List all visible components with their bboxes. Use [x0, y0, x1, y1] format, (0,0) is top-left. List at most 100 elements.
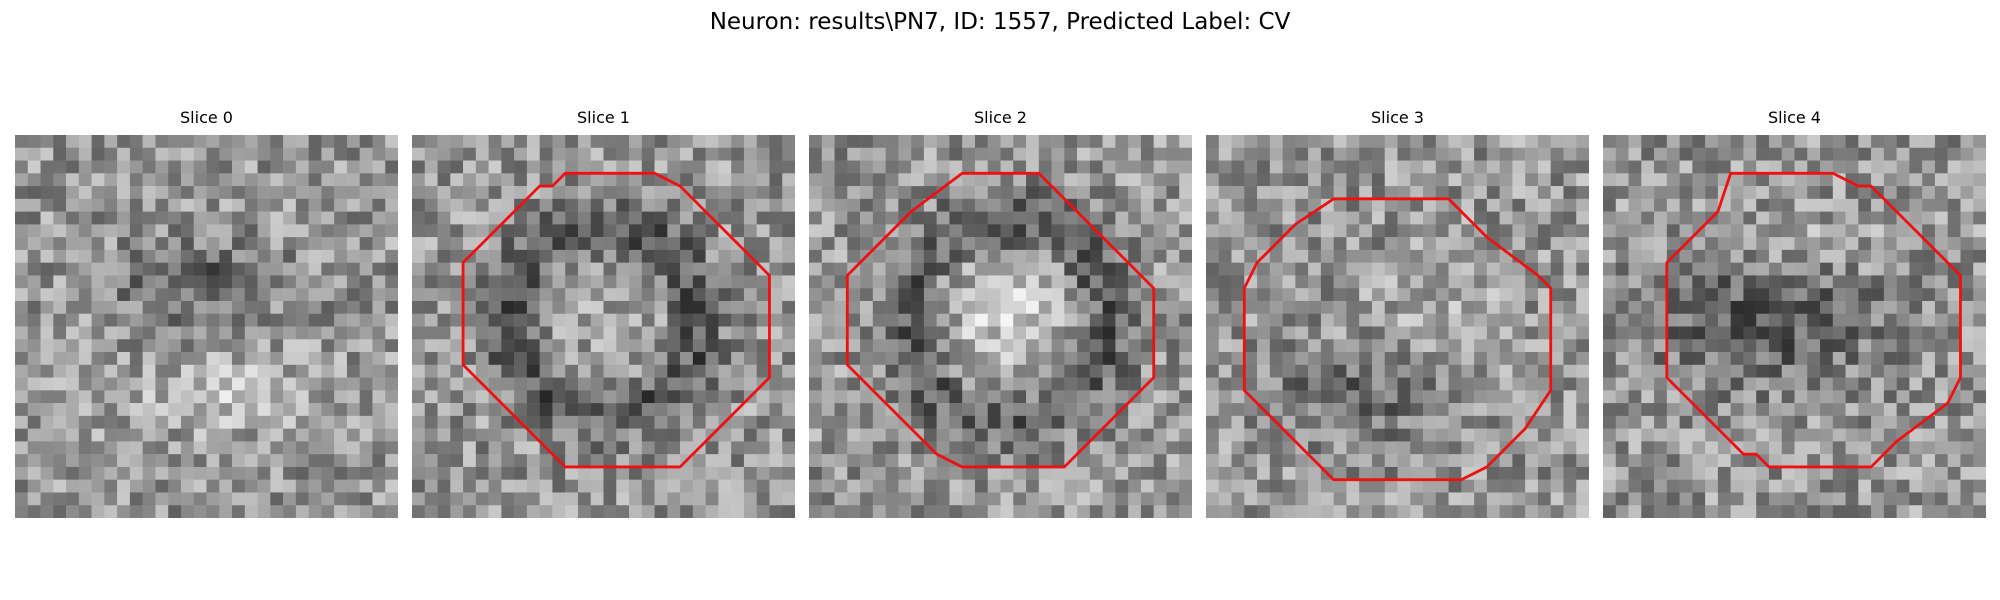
image-pixel — [743, 160, 757, 174]
image-pixel — [1756, 492, 1770, 506]
image-pixel — [731, 160, 745, 174]
image-pixel — [155, 249, 169, 263]
image-pixel — [860, 390, 874, 404]
image-pixel — [1359, 224, 1373, 238]
image-pixel — [1807, 186, 1821, 200]
image-pixel — [1435, 441, 1449, 455]
image-pixel — [475, 249, 489, 263]
image-pixel — [283, 173, 297, 187]
image-pixel — [232, 505, 246, 518]
image-pixel — [424, 505, 438, 518]
image-pixel — [1153, 466, 1167, 480]
image-pixel — [1013, 147, 1027, 161]
image-pixel — [257, 147, 271, 161]
image-pixel — [155, 186, 169, 200]
image-pixel — [1666, 364, 1680, 378]
image-pixel — [334, 237, 348, 251]
image-pixel — [78, 160, 92, 174]
image-pixel — [756, 492, 770, 506]
image-pixel — [1486, 249, 1500, 263]
image-pixel — [437, 173, 451, 187]
image-pixel — [475, 505, 489, 518]
image-pixel — [450, 466, 464, 480]
image-pixel — [514, 135, 528, 149]
image-pixel — [1371, 415, 1385, 429]
image-pixel — [1512, 211, 1526, 225]
image-pixel — [1244, 211, 1258, 225]
image-pixel — [539, 313, 553, 327]
image-pixel — [180, 377, 194, 391]
image-pixel — [1179, 198, 1192, 212]
image-pixel — [1013, 249, 1027, 263]
image-pixel — [949, 479, 963, 493]
image-pixel — [1218, 428, 1232, 442]
image-pixel — [1166, 352, 1180, 366]
image-pixel — [412, 186, 426, 200]
image-pixel — [1371, 262, 1385, 276]
image-pixel — [1333, 147, 1347, 161]
image-pixel — [834, 428, 848, 442]
image-pixel — [1896, 466, 1910, 480]
image-pixel — [232, 313, 246, 327]
image-pixel — [1026, 275, 1040, 289]
image-pixel — [1858, 288, 1872, 302]
image-pixel — [565, 505, 579, 518]
image-pixel — [1295, 249, 1309, 263]
image-pixel — [731, 364, 745, 378]
image-pixel — [1909, 466, 1923, 480]
image-pixel — [1231, 288, 1245, 302]
image-pixel — [1641, 505, 1655, 518]
image-pixel — [565, 364, 579, 378]
image-pixel — [1871, 428, 1885, 442]
image-pixel — [1896, 326, 1910, 340]
image-pixel — [1883, 147, 1897, 161]
image-pixel — [1026, 364, 1040, 378]
image-pixel — [1692, 198, 1706, 212]
image-pixel — [1641, 237, 1655, 251]
image-pixel — [1448, 262, 1462, 276]
image-pixel — [1871, 479, 1885, 493]
image-pixel — [680, 173, 694, 187]
image-pixel — [885, 288, 899, 302]
image-pixel — [654, 186, 668, 200]
image-pixel — [552, 275, 566, 289]
image-pixel — [1346, 135, 1360, 149]
image-pixel — [936, 249, 950, 263]
image-pixel — [590, 147, 604, 161]
image-pixel — [641, 275, 655, 289]
image-pixel — [117, 288, 131, 302]
image-pixel — [308, 262, 322, 276]
image-pixel — [1257, 186, 1271, 200]
image-pixel — [27, 352, 41, 366]
image-pixel — [1333, 326, 1347, 340]
image-pixel — [219, 198, 233, 212]
image-pixel — [667, 415, 681, 429]
image-pixel — [1692, 160, 1706, 174]
image-pixel — [1832, 415, 1846, 429]
image-pixel — [654, 441, 668, 455]
image-pixel — [385, 198, 398, 212]
image-pixel — [372, 288, 386, 302]
image-pixel — [219, 147, 233, 161]
image-pixel — [206, 364, 220, 378]
image-pixel — [359, 147, 373, 161]
image-pixel — [1153, 339, 1167, 353]
image-pixel — [809, 249, 823, 263]
image-pixel — [1179, 505, 1192, 518]
image-pixel — [860, 160, 874, 174]
image-pixel — [692, 403, 706, 417]
image-pixel — [821, 249, 835, 263]
image-pixel — [911, 313, 925, 327]
image-pixel — [1947, 352, 1961, 366]
image-pixel — [1128, 441, 1142, 455]
image-pixel — [1257, 135, 1271, 149]
image-pixel — [1384, 147, 1398, 161]
image-pixel — [590, 262, 604, 276]
image-pixel — [539, 492, 553, 506]
image-pixel — [1628, 211, 1642, 225]
image-pixel — [1563, 339, 1577, 353]
image-pixel — [1051, 135, 1065, 149]
image-pixel — [1474, 505, 1488, 518]
image-pixel — [577, 313, 591, 327]
image-pixel — [1051, 288, 1065, 302]
